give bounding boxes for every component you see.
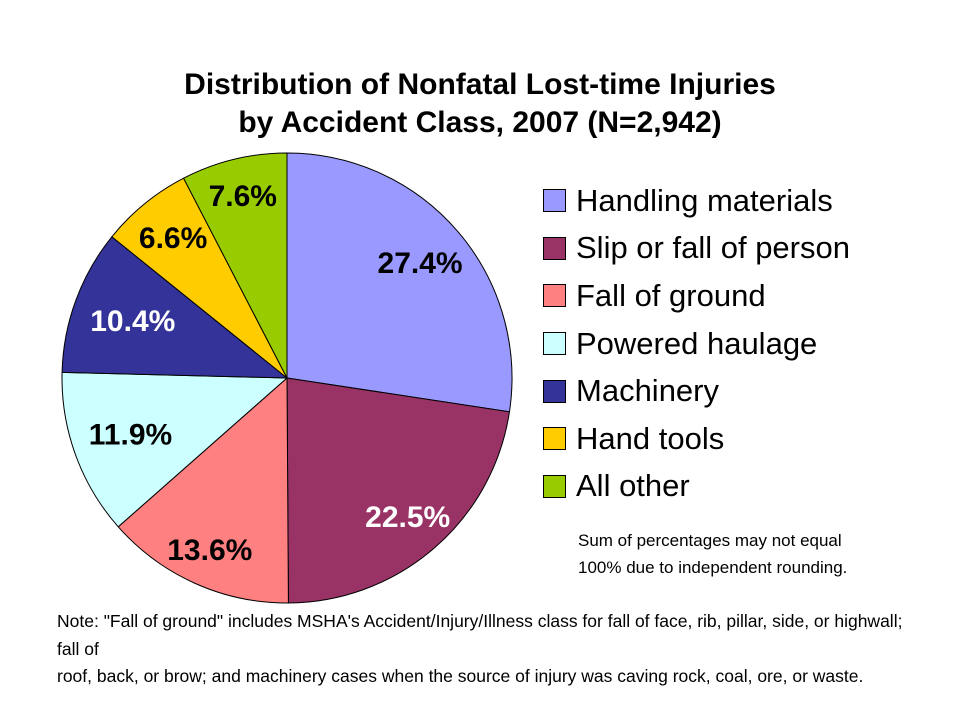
pie-slice-slip-or-fall-of-person	[286, 377, 511, 604]
pie-slice-handling-materials	[286, 152, 513, 413]
legend-swatch-icon	[543, 332, 566, 356]
legend-label: Fall of ground	[576, 277, 766, 313]
pie-chart: 27.4% 22.5% 13.6% 11.9% 10.4% 6.6% 7.6%	[57, 148, 517, 608]
legend-item-all-other: All other	[543, 463, 850, 511]
legend-swatch-icon	[543, 427, 566, 451]
legend-item-hand-tools: Hand tools	[543, 415, 850, 463]
legend-swatch-icon	[543, 474, 566, 498]
legend: Handling materials Slip or fall of person…	[543, 177, 850, 510]
legend-item-machinery: Machinery	[543, 367, 850, 415]
page-title-line1: Distribution of Nonfatal Lost-time Injur…	[184, 68, 776, 101]
slice-value-label-all-other: 7.6%	[209, 180, 277, 213]
slice-value-label-handling-materials: 27.4%	[378, 247, 463, 280]
legend-label: Slip or fall of person	[576, 230, 850, 266]
legend-label: Machinery	[576, 373, 719, 409]
legend-label: All other	[576, 468, 690, 504]
rounding-note: Sum of percentages may not equal 100% du…	[578, 527, 847, 581]
pie-slice-powered-haulage	[61, 371, 289, 528]
pie-slice-fall-of-ground	[117, 376, 289, 604]
legend-swatch-icon	[543, 236, 566, 260]
legend-swatch-icon	[543, 189, 566, 213]
legend-label: Powered haulage	[576, 325, 818, 361]
legend-swatch-icon	[543, 284, 566, 308]
slice-value-label-slip-or-fall-of-person: 22.5%	[365, 501, 450, 534]
legend-label: Hand tools	[576, 420, 725, 456]
legend-item-slip-or-fall-of-person: Slip or fall of person	[543, 225, 850, 273]
page-title-line2: by Accident Class, 2007 (N=2,942)	[238, 106, 722, 139]
page-title: Distribution of Nonfatal Lost-time Injur…	[0, 66, 960, 142]
legend-item-fall-of-ground: Fall of ground	[543, 272, 850, 320]
footnote: Note: "Fall of ground" includes MSHA's A…	[57, 608, 925, 691]
legend-swatch-icon	[543, 379, 566, 403]
slice-value-label-powered-haulage: 11.9%	[89, 418, 172, 451]
legend-item-powered-haulage: Powered haulage	[543, 320, 850, 368]
slice-value-label-machinery: 10.4%	[90, 305, 175, 338]
rounding-note-line2: 100% due to independent rounding.	[578, 558, 848, 577]
pie-slice-all-other	[182, 152, 288, 379]
footnote-line2: roof, back, or brow; and machinery cases…	[57, 666, 864, 686]
legend-label: Handling materials	[576, 182, 833, 218]
footnote-line1: Note: "Fall of ground" includes MSHA's A…	[57, 611, 903, 659]
slice-value-label-hand-tools: 6.6%	[139, 222, 207, 255]
rounding-note-line1: Sum of percentages may not equal	[578, 531, 842, 550]
slice-value-label-fall-of-ground: 13.6%	[167, 534, 252, 567]
legend-item-handling-materials: Handling materials	[543, 177, 850, 225]
pie-svg: 27.4% 22.5% 13.6% 11.9% 10.4% 6.6%7.6%	[61, 152, 513, 604]
pie-slice-machinery	[61, 236, 289, 379]
